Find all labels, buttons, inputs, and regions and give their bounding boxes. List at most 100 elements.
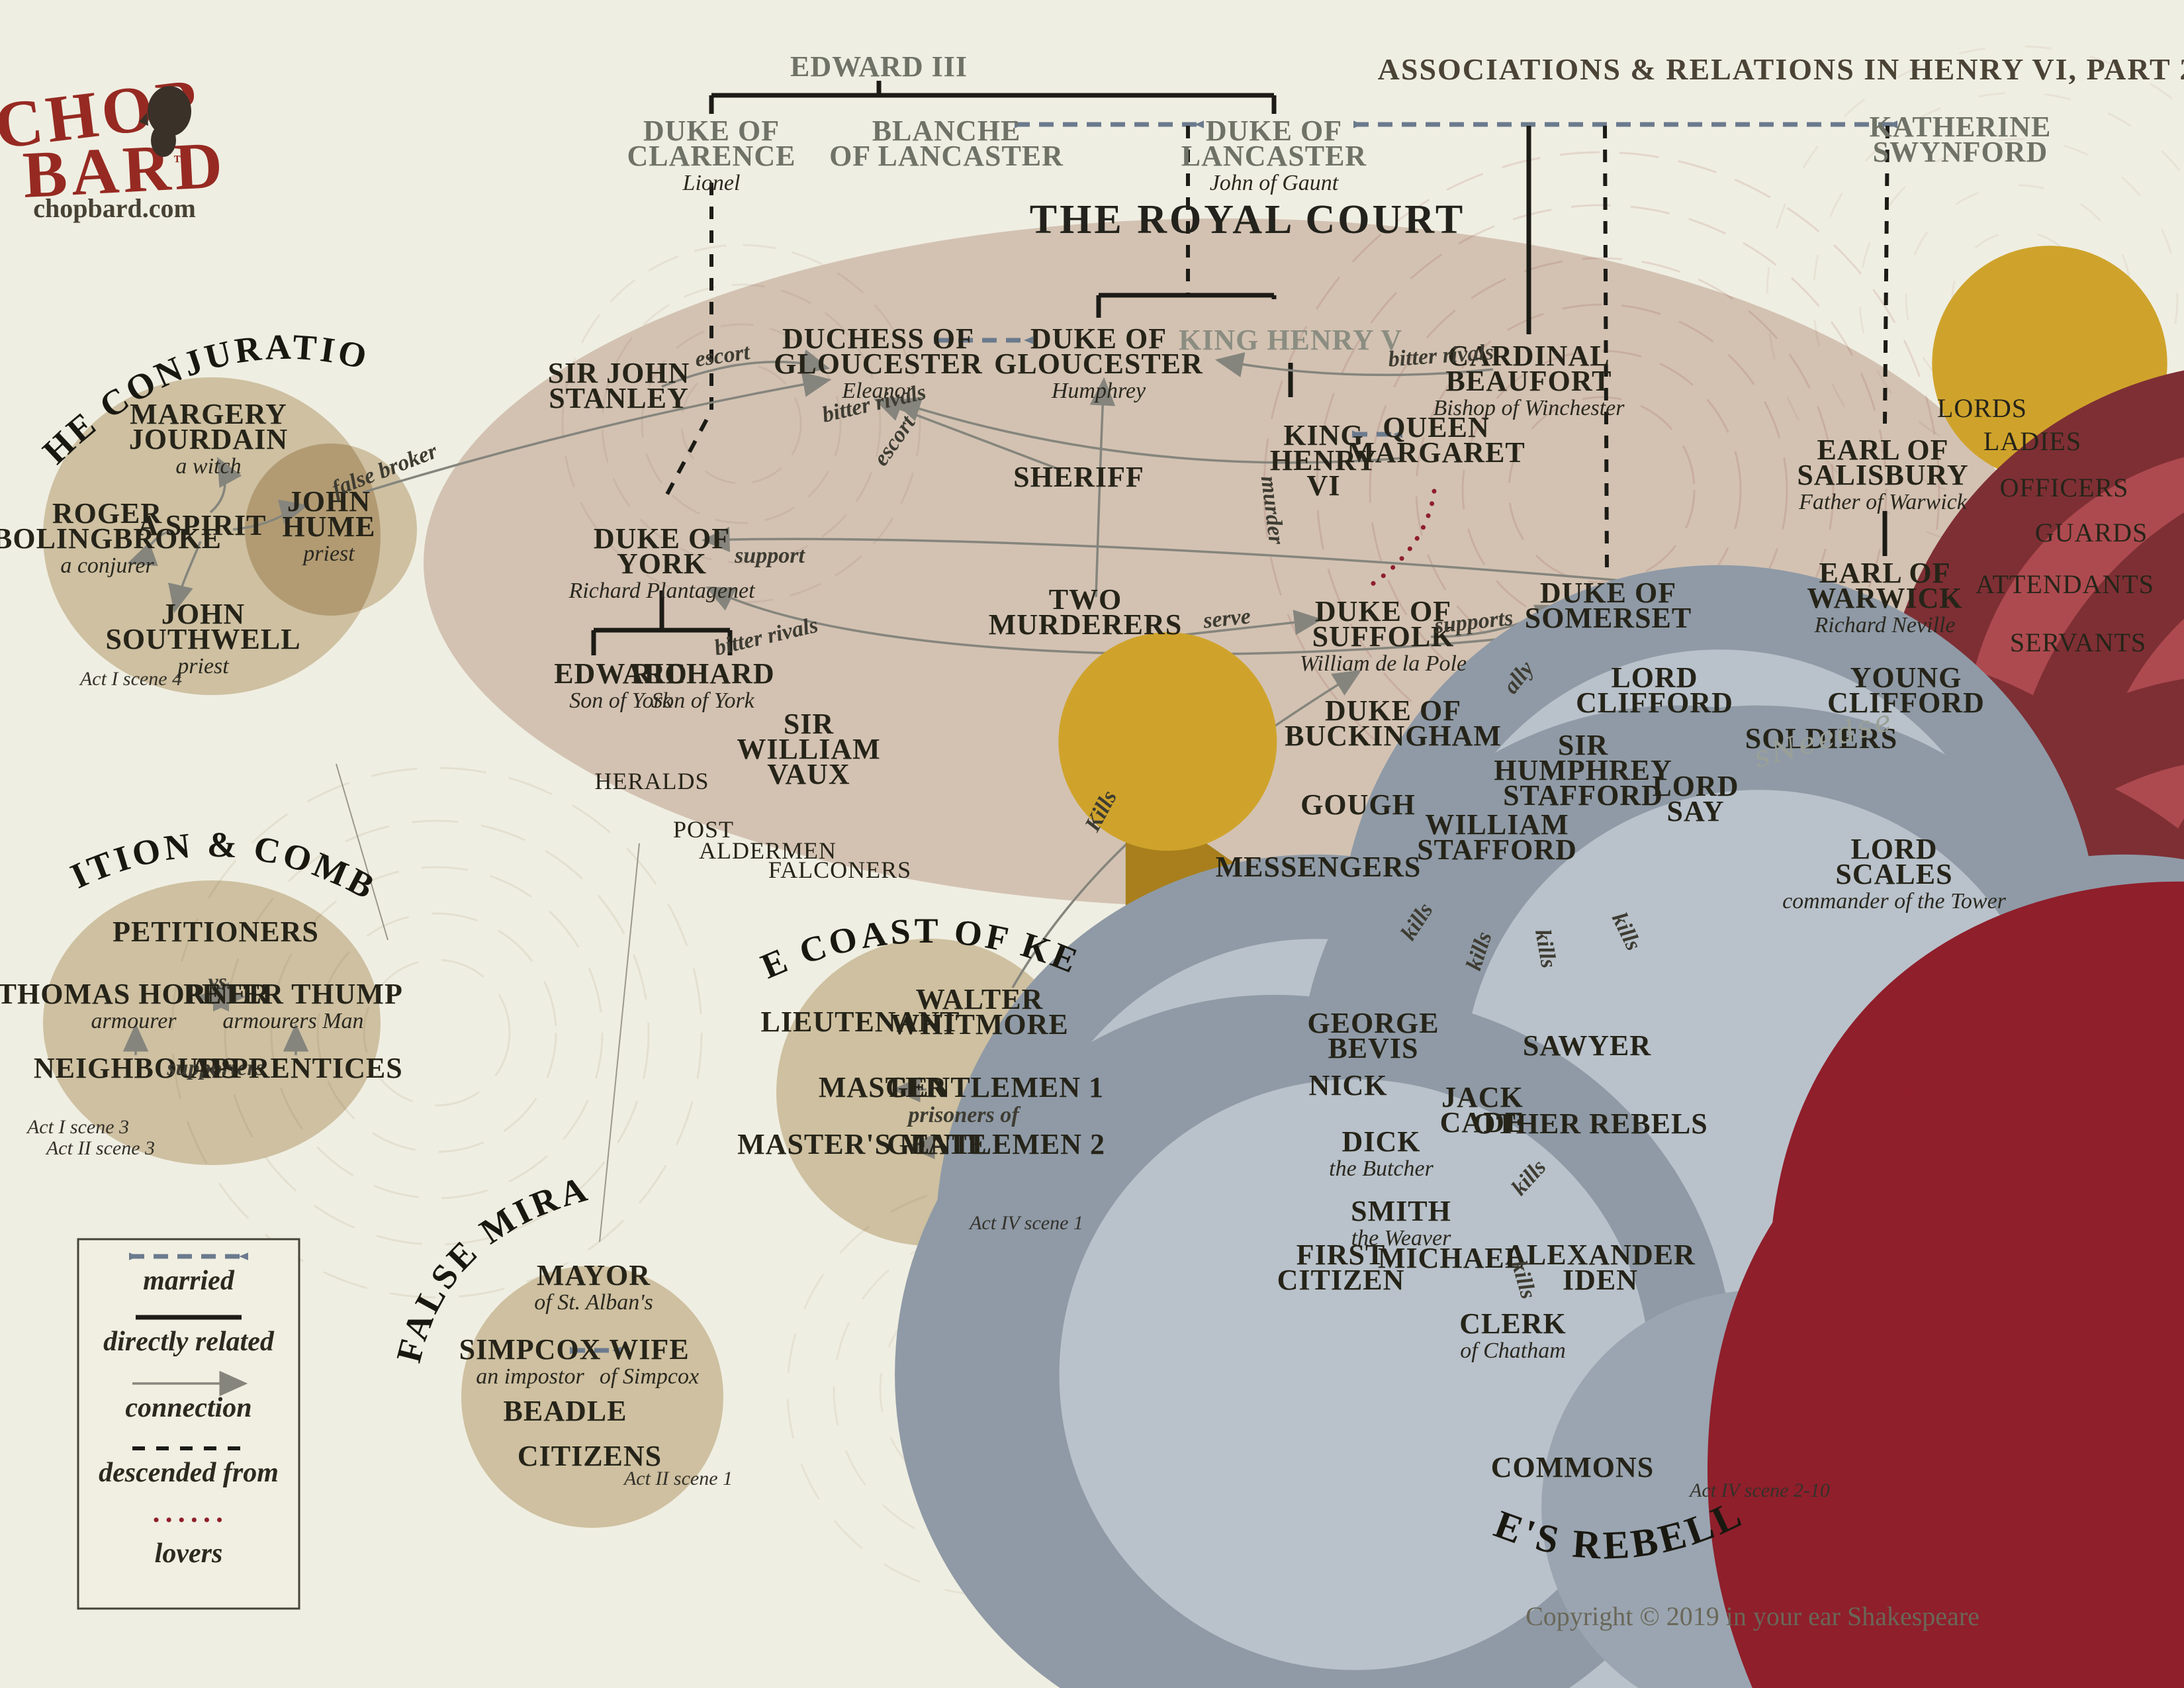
apprentices: APPRENTICES: [190, 1052, 403, 1084]
hume-duchess-false-broker-line: [362, 371, 832, 494]
lieutenant: LIEUTENANT: [761, 1006, 960, 1038]
master: MASTER: [819, 1071, 947, 1103]
spirit-hume-line: [232, 499, 309, 531]
court-petition-link-line: [336, 763, 388, 941]
heralds: HERALDS: [594, 768, 709, 794]
edward-iii: EDWARD III: [790, 50, 968, 83]
margery-jourdain: MARGERY JOURDAIN a witch: [129, 398, 288, 479]
officers: OFFICERS: [2000, 473, 2129, 502]
thomas-horner: THOMAS HORNER armourer: [0, 978, 271, 1033]
gentlemen-2: GENTLEMEN 2: [887, 1128, 1105, 1160]
york-sons-bracket-line: [591, 590, 733, 655]
edward-children-bracket-line: [709, 81, 1277, 114]
first-citizen: FIRST CITIZEN: [1277, 1239, 1405, 1296]
petitioners: PETITIONERS: [113, 915, 319, 948]
john-southwell: JOHN SOUTHWELL priest: [105, 598, 300, 679]
masters-mate: MASTER'S MATE: [737, 1128, 987, 1160]
messengers: MESSENGERS: [1216, 851, 1422, 883]
soldiers: SOLDIERS: [1745, 722, 1898, 755]
court-stalbans-link-line: [599, 843, 640, 1243]
post: POST: [673, 816, 734, 843]
jack-cade: JACK CADE: [1440, 1081, 1525, 1139]
nick: NICK: [1309, 1069, 1388, 1102]
somerset-york-bitter-rivals-line: [705, 586, 1582, 655]
petition-ellipse: [43, 880, 381, 1165]
a-spirit: A SPIRIT: [137, 509, 266, 541]
lords: LORDS: [1937, 393, 2027, 423]
gough: GOUGH: [1300, 788, 1416, 821]
gaunt-salisbury-descent-line: [1883, 125, 1889, 424]
legend-box: [77, 1238, 300, 1610]
gloucester-henryv-bracket-line: [1096, 293, 1277, 318]
ladies: LADIES: [1983, 426, 2081, 456]
guards: GUARDS: [2035, 518, 2148, 547]
falconers: FALCONERS: [768, 857, 911, 883]
spirit-bolingbroke-line: [126, 530, 174, 567]
page-title: ASSOCIATIONS & RELATIONS IN HENRY VI, PA…: [1378, 52, 2184, 86]
warwick-york-support-line: [701, 526, 1848, 604]
king-henry-v: KING HENRY V: [1179, 324, 1402, 356]
prisoners-of-label: prisoners of: [906, 1103, 1021, 1127]
mayor: MAYOR of St. Alban's: [534, 1259, 653, 1315]
dick-the-butcher: DICK the Butcher: [1329, 1125, 1433, 1181]
act-i-scene-3: Act I scene 3: [26, 1116, 129, 1138]
roger-bolingbroke: ROGER BOLINGBROKE a conjurer: [0, 497, 222, 578]
commons: COMMONS: [1491, 1451, 1655, 1483]
sheriff: SHERIFF: [1013, 461, 1144, 493]
support-label: support: [734, 543, 805, 568]
copyright: Copyright © 2019 in your ear Shakespeare: [1525, 1601, 1979, 1631]
gentlemen-1: GENTLEMEN 1: [886, 1071, 1104, 1103]
attendants: ATTENDANTS: [1976, 569, 2154, 599]
logo-bard: BARD: [21, 128, 228, 212]
engraving-swirl: [1858, 138, 2179, 458]
katherine-swynford: KATHERINE SWYNFORD: [1870, 111, 2052, 168]
gaunt-somerset-descent-line: [1603, 125, 1609, 571]
duke-of-lancaster: DUKE OF LANCASTER John of Gaunt: [1181, 115, 1367, 195]
legend-label: married: [143, 1266, 235, 1296]
act-ii-scene-1: Act II scene 1: [623, 1468, 733, 1489]
legend-label: descended from: [99, 1458, 279, 1488]
duke-of-suffolk: DUKE OF SUFFOLK William de la Pole: [1300, 595, 1467, 676]
character-labels: EDWARD III DUKE OF CLARENCE Lionel BLANCHE OF…: [0, 50, 2154, 1501]
legend-label: connection: [125, 1393, 251, 1423]
sir-john-stanley: SIR JOHN STANLEY: [548, 357, 690, 414]
young-clifford: YOUNG CLIFFORD: [1827, 661, 1985, 719]
smith-the-weaver: SMITH the Weaver: [1351, 1195, 1451, 1250]
act-ii-scene-3: Act II scene 3: [45, 1137, 155, 1159]
royal-court-title: THE ROYAL COURT: [1030, 197, 1465, 242]
stanley-eleanor-escort-line: [661, 349, 831, 388]
clerk-of-chatham: CLERK of Chatham: [1459, 1307, 1566, 1363]
beadle: BEADLE: [504, 1395, 627, 1427]
legend-label: directly related: [103, 1327, 275, 1357]
richard-son-of-york: RICHARD Son of York: [631, 657, 774, 713]
george-bevis: GEORGE BEVIS: [1307, 1007, 1439, 1064]
act-iv-scene-2-10: Act IV scene 2-10: [1688, 1479, 1830, 1501]
clarence-york-descent-line: [661, 183, 713, 503]
sawyer: SAWYER: [1523, 1029, 1651, 1062]
duke-of-somerset: DUKE OF SOMERSET: [1525, 577, 1692, 634]
sir-humphrey-stafford: SIR HUMPHREY STAFFORD: [1494, 729, 1672, 812]
logo-url: chopbard.com: [33, 193, 196, 223]
duchess-of-gloucester: DUCHESS OF GLOUCESTER Eleanor: [774, 322, 983, 403]
spirit-margery-line: [209, 457, 242, 514]
walter-whitmore: WALTER WHITMORE: [890, 983, 1069, 1041]
lord-clifford: LORD CLIFFORD: [1576, 661, 1733, 719]
two-murderers: TWO MURDERERS: [989, 583, 1183, 641]
spirit-southwell-line: [168, 541, 202, 614]
shakespeare-silhouette-icon: [139, 86, 191, 157]
duke-of-buckingham: DUKE OF BUCKINGHAM: [1285, 694, 1502, 752]
michael: MICHAEL: [1378, 1242, 1525, 1274]
supporters-label: supporters: [166, 1056, 264, 1080]
wife-of-simpcox: WIFE of Simpcox: [600, 1333, 699, 1389]
earl-of-salisbury: EARL OF SALISBURY Father of Warwick: [1797, 434, 1968, 514]
lord-scales: LORD SCALES commander of the Tower: [1782, 833, 2007, 914]
queen-margaret: QUEEN MARGARET: [1347, 411, 1525, 469]
peter-thump: PETER THUMP armourers Man: [183, 978, 403, 1033]
alexander-iden: ALEXANDER IDEN: [1505, 1239, 1696, 1296]
act-i-scene-4: Act I scene 4: [79, 668, 182, 690]
william-stafford: WILLIAM STAFFORD: [1417, 808, 1577, 866]
chopbard-logo: CHOP BARD ™ chopbard.com: [0, 65, 228, 223]
beaufort-gloucester-bitter-rivals-line: [1214, 352, 1494, 377]
john-hume: JOHN HUME priest: [283, 485, 376, 566]
margaret-suffolk-lovers-line: [1362, 489, 1437, 592]
